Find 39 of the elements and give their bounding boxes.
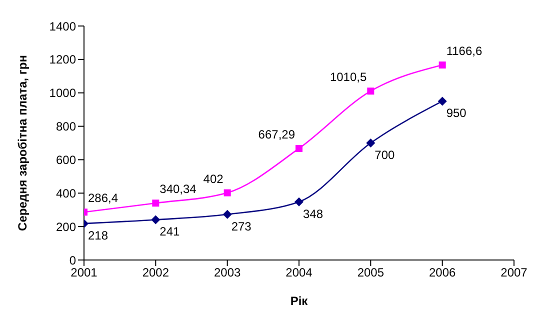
data-label: 348 (303, 206, 324, 221)
data-label: 218 (88, 228, 108, 243)
point (151, 215, 160, 224)
y-tick-label: 400 (56, 186, 76, 200)
point (367, 88, 374, 95)
data-label: 402 (203, 172, 224, 186)
x-tick-label: 2002 (142, 266, 170, 280)
x-tick-label: 2003 (214, 266, 242, 280)
y-tick-label: 1400 (49, 19, 76, 34)
x-tick-label: 2001 (70, 266, 98, 280)
y-tick-label: 0 (69, 253, 76, 268)
point (222, 210, 232, 219)
point (296, 144, 302, 152)
x-tick-label: 2006 (428, 266, 456, 280)
data-label: 950 (446, 106, 467, 120)
data-label: 340,34 (160, 182, 197, 196)
point (438, 62, 446, 69)
data-label: 273 (231, 219, 252, 234)
x-tick-label: 2004 (286, 266, 313, 280)
data-label: 1010,5 (330, 70, 367, 84)
data-label: 241 (160, 224, 180, 239)
y-tick-label: 1000 (49, 86, 76, 100)
data-label: 286,4 (88, 191, 118, 206)
point (438, 96, 447, 106)
y-tick-label: 800 (56, 120, 76, 134)
point (294, 197, 304, 206)
y-tick-label: 200 (56, 220, 76, 234)
data-label: 667,29 (258, 127, 296, 142)
point (366, 138, 376, 148)
y-tick-label: 1200 (49, 52, 76, 67)
data-label: 1166,6 (446, 44, 482, 58)
y-tick-label: 600 (56, 152, 76, 167)
x-tick-label: 2005 (357, 266, 384, 280)
x-tick-label: 2007 (500, 266, 528, 280)
data-label: 700 (374, 148, 396, 162)
point (152, 200, 160, 207)
point (224, 189, 231, 196)
y-axis-title: Середня заробітна плата, грн (15, 55, 30, 231)
x-axis-title: Рік (290, 294, 309, 308)
